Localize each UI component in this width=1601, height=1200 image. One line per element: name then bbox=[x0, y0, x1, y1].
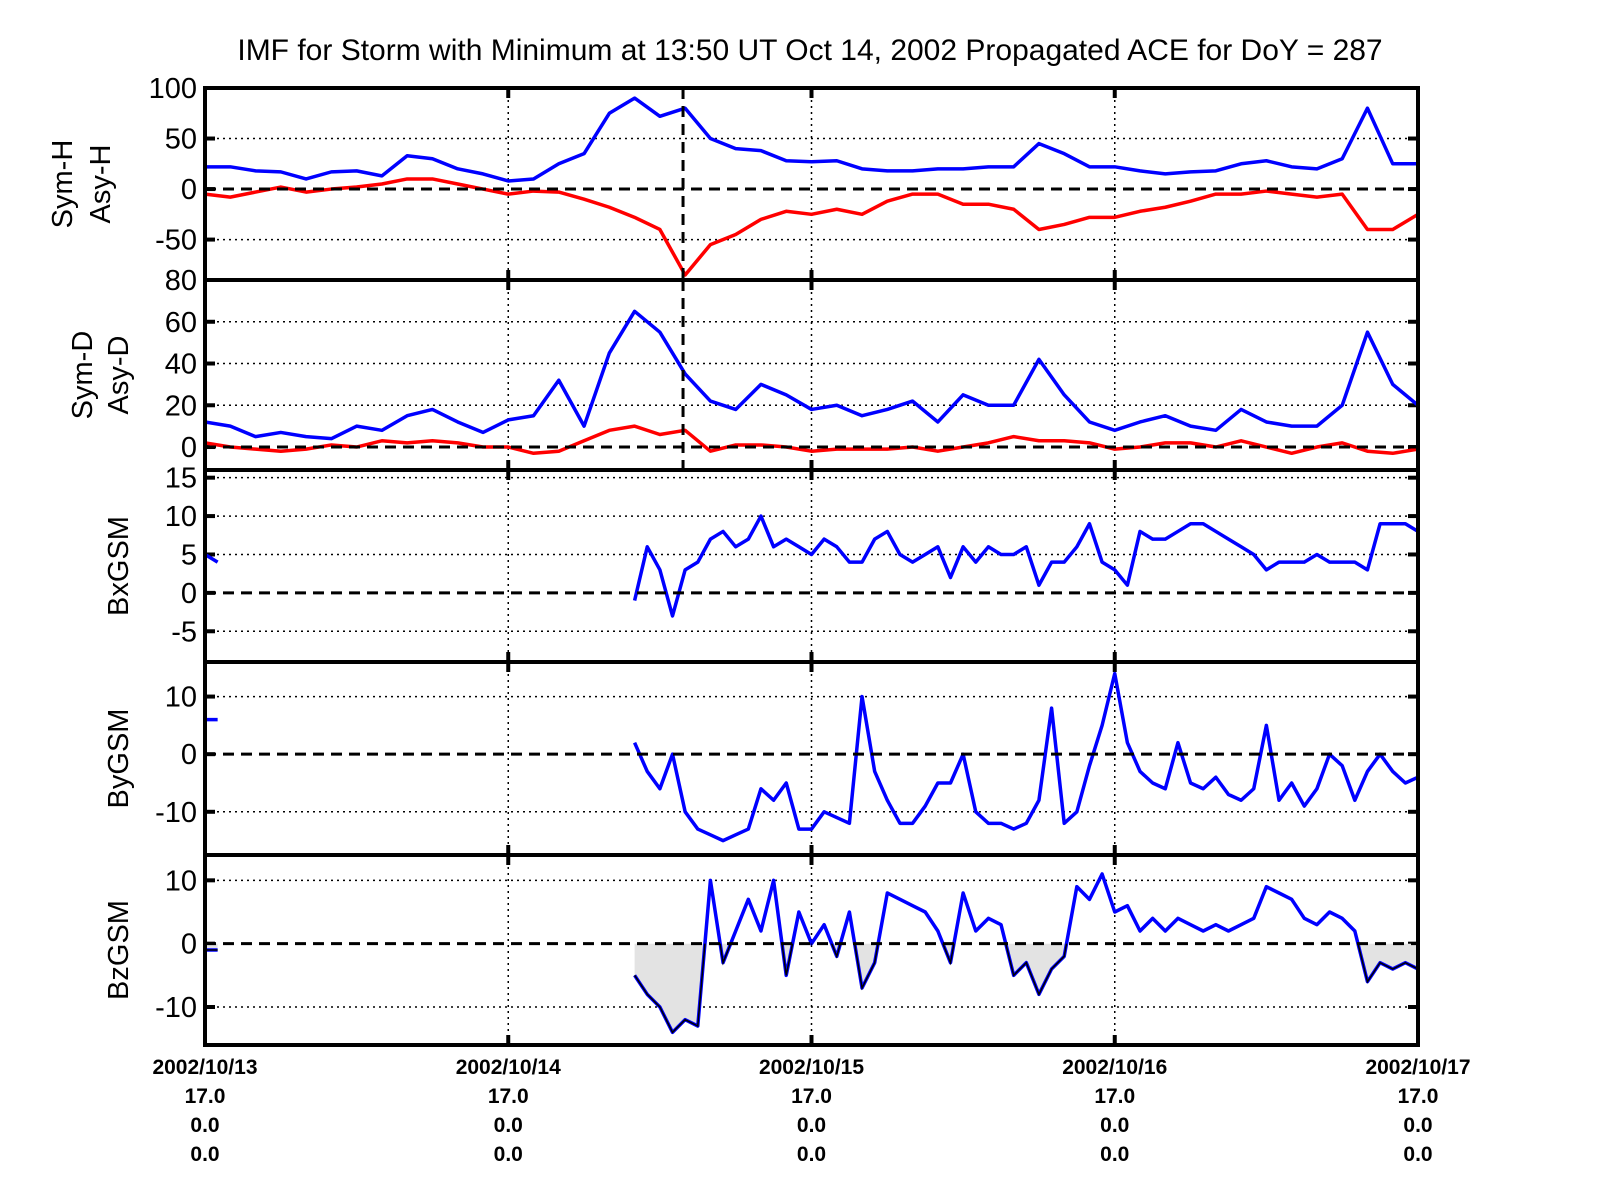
series-line-blue bbox=[205, 96, 1418, 183]
x-tick-label: 17.0 bbox=[185, 1085, 226, 1108]
series-line-blue bbox=[632, 514, 1418, 618]
x-tick-label: 17.0 bbox=[1398, 1085, 1439, 1108]
y-tick-label: 10 bbox=[165, 865, 197, 897]
y-tick-label: -5 bbox=[171, 616, 197, 648]
x-tick-label: 2002/10/13 bbox=[152, 1056, 257, 1079]
y-tick-label: 0 bbox=[181, 578, 197, 610]
y-tick-label: -10 bbox=[155, 797, 197, 829]
y-tick-label: 15 bbox=[165, 463, 197, 495]
panel-5: 10 0 -10 BzGSM bbox=[103, 853, 1420, 1047]
series-line-blue bbox=[633, 671, 1418, 843]
x-tick-label: 2002/10/17 bbox=[1365, 1056, 1470, 1079]
x-tick-label: 17.0 bbox=[1094, 1085, 1135, 1108]
x-tick-label: 0.0 bbox=[190, 1114, 219, 1137]
x-tick-label: 2002/10/16 bbox=[1062, 1056, 1167, 1079]
y-tick-label: 80 bbox=[165, 265, 197, 297]
chart-title: IMF for Storm with Minimum at 13:50 UT O… bbox=[237, 34, 1382, 67]
y-axis-label: BzGSM bbox=[103, 900, 135, 1000]
series-group bbox=[205, 96, 1418, 277]
y-tick-label: 0 bbox=[181, 929, 197, 961]
x-tick-label: 17.0 bbox=[791, 1085, 832, 1108]
x-tick-label: 0.0 bbox=[494, 1143, 523, 1166]
x-tick-label: 0.0 bbox=[1100, 1114, 1129, 1137]
y-tick-label: 0 bbox=[181, 174, 197, 206]
y-axis-label: Asy-H bbox=[85, 145, 117, 224]
y-tick-label: 10 bbox=[165, 501, 197, 533]
y-axis-label: BxGSM bbox=[103, 516, 135, 616]
x-tick-label: 0.0 bbox=[1403, 1114, 1432, 1137]
series-group bbox=[205, 872, 1418, 1035]
x-axis-labels: 2002/10/13 17.0 0.0 0.0 2002/10/14 17.0 0.0 0.0… bbox=[152, 1056, 1470, 1166]
y-tick-label: 60 bbox=[165, 307, 197, 339]
x-tick-label: 2002/10/14 bbox=[456, 1056, 561, 1079]
panel-2: 80 60 40 20 0 Sym-D Asy-D bbox=[67, 265, 1420, 472]
x-tick-label: 0.0 bbox=[1403, 1143, 1432, 1166]
series-line-blue bbox=[205, 552, 219, 564]
x-tick-label: 0.0 bbox=[797, 1143, 826, 1166]
series-line-red bbox=[205, 177, 1418, 277]
y-tick-label: 50 bbox=[165, 124, 197, 156]
panel-3: 15 10 5 0 -5 BxGSM bbox=[103, 463, 1420, 664]
y-tick-label: -10 bbox=[155, 992, 197, 1024]
x-tick-label: 0.0 bbox=[494, 1114, 523, 1137]
x-tick-label: 0.0 bbox=[797, 1114, 826, 1137]
y-axis-label: Sym-H bbox=[47, 140, 79, 229]
y-axis-label: Asy-D bbox=[103, 336, 135, 415]
y-tick-label: 100 bbox=[149, 73, 197, 105]
y-tick-label: 0 bbox=[181, 432, 197, 464]
x-tick-label: 17.0 bbox=[488, 1085, 529, 1108]
y-tick-label: 40 bbox=[165, 349, 197, 381]
y-axis-label: ByGSM bbox=[103, 709, 135, 809]
series-line-blue bbox=[205, 309, 1418, 441]
x-tick-label: 2002/10/15 bbox=[759, 1056, 864, 1079]
negative-bz-outline bbox=[633, 943, 1418, 1034]
y-tick-label: 5 bbox=[181, 539, 197, 571]
panel-4: 10 0 -10 ByGSM bbox=[103, 660, 1420, 857]
y-tick-label: 20 bbox=[165, 390, 197, 422]
x-tick-label: 0.0 bbox=[1100, 1143, 1129, 1166]
negative-bz-fill bbox=[634, 943, 1418, 1033]
x-tick-label: 0.0 bbox=[190, 1143, 219, 1166]
y-tick-label: 0 bbox=[181, 739, 197, 771]
y-tick-label: 10 bbox=[165, 682, 197, 714]
panel-1: 100 50 0 -50 Sym-H Asy-H bbox=[47, 73, 1420, 282]
series-group bbox=[205, 671, 1418, 843]
y-axis-label: Sym-D bbox=[67, 331, 99, 420]
panel-border bbox=[203, 853, 1420, 1047]
series-group bbox=[205, 514, 1418, 618]
y-tick-label: -50 bbox=[155, 225, 197, 257]
